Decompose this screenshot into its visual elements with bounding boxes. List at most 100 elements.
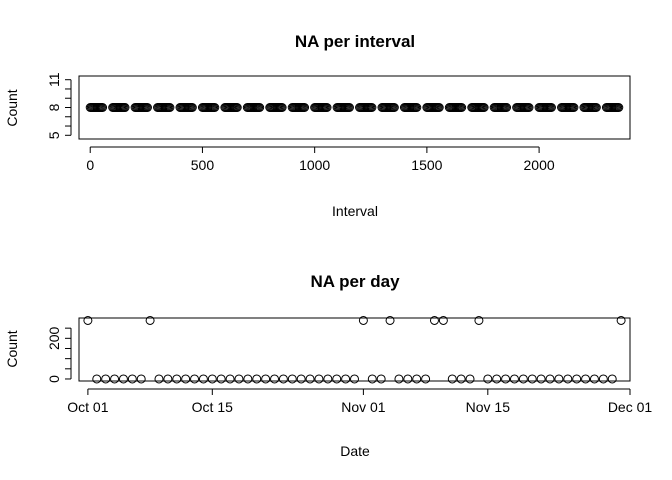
day-panel: NA per day Oct 01 Oct 15 Nov 01 Nov 15 Dec 0… <box>4 272 652 459</box>
interval-panel: NA per interval 0 500 1000 1500 2000 5 8 11 In… <box>4 32 631 219</box>
day-data-point <box>287 374 297 384</box>
interval-data-point <box>524 103 534 112</box>
day-data-point <box>607 374 617 384</box>
interval-data-point <box>344 103 354 112</box>
day-data-point <box>278 374 288 384</box>
day-data-point <box>536 374 546 384</box>
day-data-point <box>92 374 102 384</box>
interval-data-point <box>322 103 332 112</box>
day-data-point <box>341 374 351 384</box>
interval-y-axis: 5 8 11 <box>46 72 72 139</box>
day-data-point <box>421 374 431 384</box>
day-data-point <box>598 374 608 384</box>
day-data-point <box>296 374 306 384</box>
day-points <box>83 315 626 384</box>
day-x-axis: Oct 01 Oct 15 Nov 01 Nov 15 Dec 01 <box>67 388 652 415</box>
day-data-point <box>252 374 262 384</box>
interval-x-tick-label: 2000 <box>524 157 555 173</box>
interval-x-tick-label: 0 <box>86 157 94 173</box>
day-data-point <box>234 374 244 384</box>
interval-data-point <box>479 103 489 112</box>
day-data-point <box>518 374 528 384</box>
day-data-point <box>509 374 519 384</box>
day-data-point <box>429 315 439 325</box>
day-data-point <box>118 374 128 384</box>
interval-data-point <box>120 103 130 112</box>
day-data-point <box>616 315 626 325</box>
interval-data-point <box>389 103 399 112</box>
day-data-point <box>101 374 111 384</box>
interval-y-tick-label: 8 <box>46 103 62 111</box>
day-data-point <box>323 374 333 384</box>
day-y-tick-label: 200 <box>46 326 62 350</box>
interval-x-axis: 0 500 1000 1500 2000 <box>86 146 555 173</box>
day-data-point <box>154 374 164 384</box>
day-data-point <box>367 374 377 384</box>
day-y-axis: 0 200 <box>46 326 72 383</box>
interval-data-point <box>434 103 444 112</box>
day-data-point <box>474 315 484 325</box>
interval-data-point <box>457 103 467 112</box>
day-data-point <box>358 315 368 325</box>
day-data-point <box>261 374 271 384</box>
day-chart-title: NA per day <box>310 272 400 291</box>
day-data-point <box>110 374 120 384</box>
interval-x-axis-label: Interval <box>332 203 378 219</box>
day-y-tick-label: 0 <box>46 375 62 383</box>
interval-x-tick-label: 1000 <box>299 157 330 173</box>
interval-data-point <box>367 103 377 112</box>
interval-x-tick-label: 1500 <box>411 157 442 173</box>
day-data-point <box>216 374 226 384</box>
day-data-point <box>581 374 591 384</box>
day-data-point <box>589 374 599 384</box>
interval-data-point <box>232 103 242 112</box>
interval-plot-frame <box>78 75 631 140</box>
day-data-point <box>332 374 342 384</box>
day-x-tick-label: Nov 15 <box>466 399 511 415</box>
interval-data-point <box>98 103 108 112</box>
day-data-point <box>270 374 280 384</box>
interval-data-point <box>614 103 624 112</box>
interval-data-point <box>502 103 512 112</box>
day-data-point <box>181 374 191 384</box>
day-plot-frame <box>78 317 631 382</box>
day-data-point <box>394 374 404 384</box>
day-data-point <box>83 315 93 325</box>
day-data-point <box>350 374 359 384</box>
day-data-point <box>127 374 137 384</box>
day-data-point <box>572 374 582 384</box>
interval-data-point <box>187 103 197 112</box>
interval-chart-title: NA per interval <box>295 32 415 51</box>
day-data-point <box>483 374 493 384</box>
day-data-point <box>554 374 564 384</box>
day-data-point <box>136 374 146 384</box>
day-data-point <box>198 374 208 384</box>
day-data-point <box>456 374 466 384</box>
day-data-point <box>314 374 324 384</box>
interval-data-point <box>210 103 220 112</box>
day-data-point <box>376 374 386 384</box>
day-data-point <box>190 374 200 384</box>
day-data-point <box>527 374 537 384</box>
interval-data-point <box>591 103 601 112</box>
day-data-point <box>403 374 413 384</box>
day-data-point <box>145 315 155 325</box>
interval-data-point <box>412 103 422 112</box>
day-data-point <box>438 315 448 325</box>
day-data-point <box>545 374 555 384</box>
interval-data-point <box>165 103 175 112</box>
day-data-point <box>447 374 457 384</box>
day-data-point <box>563 374 573 384</box>
day-data-point <box>243 374 253 384</box>
interval-y-tick-label: 5 <box>46 131 62 139</box>
interval-data-point <box>142 103 152 112</box>
day-x-tick-label: Nov 01 <box>341 399 386 415</box>
day-data-point <box>305 374 315 384</box>
interval-data-point <box>277 103 287 112</box>
day-data-point <box>172 374 182 384</box>
day-data-point <box>492 374 502 384</box>
interval-data-point <box>569 103 579 112</box>
day-data-point <box>207 374 217 384</box>
day-x-tick-label: Oct 15 <box>192 399 233 415</box>
